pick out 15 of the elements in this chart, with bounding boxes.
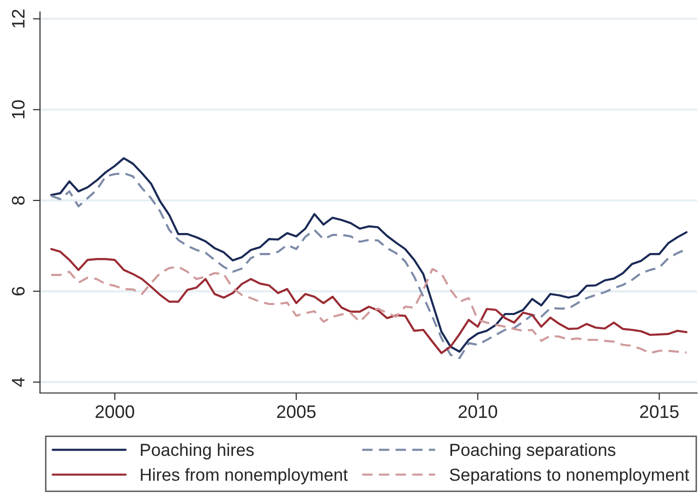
y-tick-label: 8 <box>12 196 25 205</box>
legend-label: Hires from nonemployment <box>140 468 348 484</box>
y-tick-label: 4 <box>12 378 24 387</box>
x-tick-label: 2015 <box>640 405 679 418</box>
x-tick-label: 2005 <box>277 405 316 418</box>
x-tick-label: 2000 <box>96 405 134 418</box>
y-tick-label: 10 <box>12 100 25 118</box>
legend-label: Poaching separations <box>450 443 616 460</box>
legend-label: Poaching hires <box>140 443 254 460</box>
x-tick-label: 2010 <box>458 405 498 418</box>
y-tick-label: 6 <box>12 287 25 296</box>
legend-label: Separations to nonemployment <box>450 468 690 484</box>
line-series <box>50 248 688 354</box>
y-tick-label: 12 <box>12 10 24 28</box>
line-series <box>50 266 688 354</box>
